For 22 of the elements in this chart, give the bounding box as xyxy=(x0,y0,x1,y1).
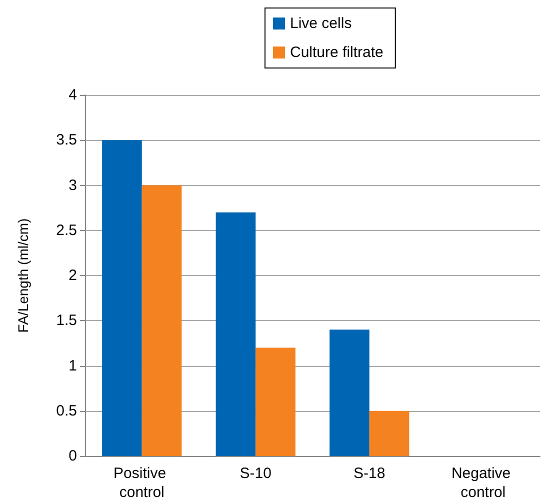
x-tick-label: Negative control xyxy=(451,465,515,501)
x-tick-label: S-10 xyxy=(240,465,272,482)
bar xyxy=(216,212,256,456)
y-tick-label: 2.5 xyxy=(56,222,77,239)
x-tick-label: Positive control xyxy=(114,465,170,501)
legend-label: Culture filtrate xyxy=(290,44,384,61)
legend-label: Live cells xyxy=(290,15,352,32)
y-tick-label: 3.5 xyxy=(56,132,77,149)
y-tick-label: 0 xyxy=(68,448,77,464)
bar xyxy=(142,185,182,456)
y-tick-label: 1.5 xyxy=(56,312,77,330)
x-tick-label: S-18 xyxy=(354,465,386,482)
y-tick-label: 3 xyxy=(68,176,77,194)
y-tick-label: 4 xyxy=(68,86,77,104)
bar xyxy=(102,140,142,456)
bar xyxy=(369,410,410,456)
y-tick-label: 1 xyxy=(68,357,77,374)
y-tick-label: 0.5 xyxy=(56,402,77,420)
bar xyxy=(330,330,370,456)
y-axis-title: FA/Length (ml/cm) xyxy=(15,218,31,333)
bar xyxy=(256,348,296,456)
y-tick-label: 2 xyxy=(68,267,77,284)
